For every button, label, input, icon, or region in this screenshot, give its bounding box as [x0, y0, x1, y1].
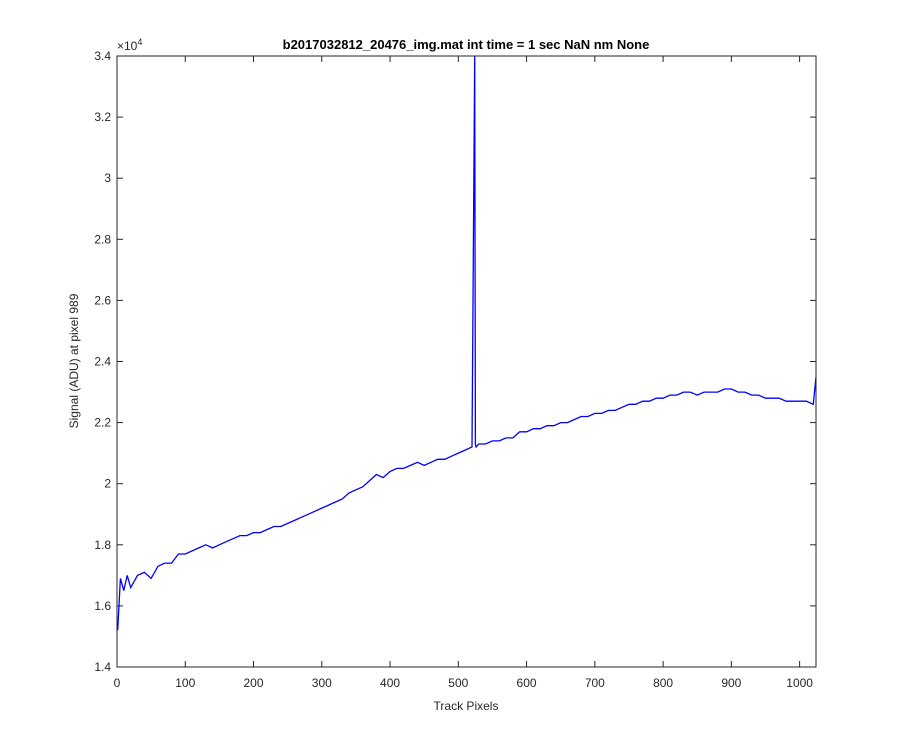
x-tick-label: 300	[312, 676, 332, 690]
y-axis-label: Signal (ADU) at pixel 989	[67, 293, 81, 428]
y-exponent-base: ×10	[117, 39, 138, 53]
y-tick-label: 3.4	[94, 49, 111, 63]
y-tick-label: 2.4	[94, 355, 111, 369]
axes-background	[117, 56, 816, 667]
y-tick-label: 2.8	[94, 232, 111, 246]
y-exponent-label: ×104	[117, 37, 142, 53]
x-tick-label: 500	[448, 676, 468, 690]
x-axis-label: Track Pixels	[434, 699, 499, 713]
y-tick-label: 2.2	[94, 416, 111, 430]
axes-box	[116, 55, 817, 668]
y-tick-label: 2	[104, 477, 111, 491]
y-tick-label: 1.4	[94, 660, 111, 674]
y-tick-label: 1.8	[94, 538, 111, 552]
x-tick-label: 800	[653, 676, 673, 690]
x-tick-label: 600	[517, 676, 537, 690]
x-axis-ticks: 0 100 200 300 400 500 600 700 800 900 1000	[114, 56, 813, 690]
signal-series-line	[117, 55, 817, 631]
chart-title: b2017032812_20476_img.mat int time = 1 s…	[283, 37, 650, 52]
y-tick-label: 3.2	[94, 110, 111, 124]
x-tick-label: 0	[114, 676, 121, 690]
x-tick-label: 700	[585, 676, 605, 690]
y-tick-label: 2.6	[94, 293, 111, 307]
x-tick-label: 200	[244, 676, 264, 690]
x-tick-label: 400	[380, 676, 400, 690]
y-tick-label: 3	[104, 171, 111, 185]
y-exponent-power: 4	[137, 37, 142, 47]
x-tick-label: 100	[175, 676, 195, 690]
x-tick-label: 1000	[786, 676, 813, 690]
y-tick-label: 1.6	[94, 599, 111, 613]
x-tick-label: 900	[721, 676, 741, 690]
